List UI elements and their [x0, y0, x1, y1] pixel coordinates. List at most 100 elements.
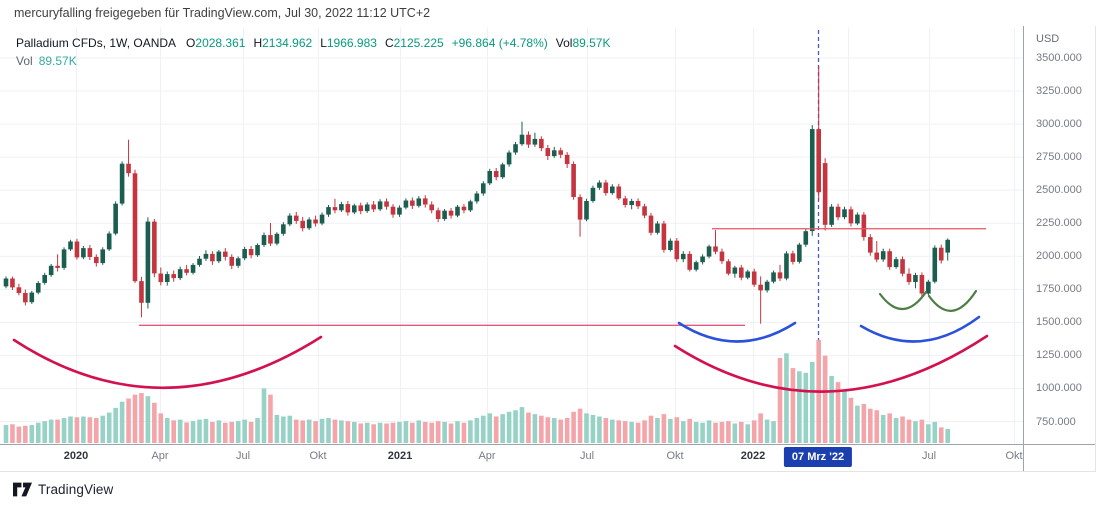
volume-indicator-row[interactable]: Vol 89.57K — [16, 54, 77, 68]
volume-bar — [848, 397, 854, 443]
candle — [526, 131, 531, 148]
candle — [506, 150, 512, 167]
volume-bar — [926, 424, 931, 443]
candle — [906, 268, 912, 285]
candle — [416, 196, 422, 208]
candles-layer — [3, 65, 950, 324]
price-tick-label: 1000.000 — [1036, 382, 1082, 394]
tradingview-logo-icon — [13, 482, 32, 497]
volume-bar — [932, 421, 938, 443]
volume-bar — [835, 382, 841, 443]
candle — [809, 125, 815, 236]
red-arc-right-drawing[interactable] — [673, 334, 989, 393]
candle — [364, 202, 370, 213]
blue-arc-right-drawing[interactable] — [859, 315, 981, 343]
volume-bar — [94, 418, 99, 443]
symbol-legend[interactable]: Palladium CFDs, 1W, OANDA O2028.361 H2134.… — [16, 36, 618, 50]
candle — [777, 264, 783, 282]
volume-bar — [680, 421, 686, 443]
volume-bar — [339, 420, 344, 443]
green-arc-left-drawing[interactable] — [878, 290, 928, 311]
volume-bar — [687, 418, 692, 443]
volume-bar — [648, 415, 654, 443]
candle — [938, 244, 944, 264]
blue-arc-left-drawing[interactable] — [677, 321, 797, 343]
volume-bar — [829, 375, 834, 443]
volume-bar — [429, 422, 434, 443]
candle — [713, 230, 718, 255]
volume-bar — [719, 421, 725, 443]
volume-indicator-label: Vol — [16, 54, 33, 68]
volume-bar — [10, 424, 15, 443]
volume-bar — [377, 422, 383, 443]
volume-bar — [822, 355, 828, 443]
volume-bar — [352, 421, 357, 443]
candle — [790, 250, 796, 265]
volume-bar — [29, 425, 35, 443]
candle — [55, 254, 60, 272]
candle — [751, 268, 757, 287]
volume-bar — [358, 423, 364, 443]
candle — [590, 185, 596, 203]
volume-bar — [306, 419, 312, 443]
volume-bar — [152, 402, 157, 443]
candle — [597, 180, 602, 190]
candle — [668, 238, 673, 252]
red-arc-left-drawing[interactable] — [12, 335, 323, 389]
tradingview-logo[interactable]: TradingView — [13, 481, 113, 498]
candle — [371, 201, 376, 212]
candle — [177, 266, 183, 281]
volume-bar — [23, 425, 28, 443]
volume-bar — [422, 421, 428, 443]
time-tick-label-apr: Apr — [151, 450, 169, 462]
volume-bar — [293, 419, 299, 443]
candle — [468, 199, 473, 212]
price-tick-label: 3250.000 — [1036, 85, 1082, 97]
candle — [255, 243, 260, 257]
volume-bar — [442, 421, 447, 443]
volume-bar — [545, 417, 551, 443]
volume-bar — [397, 421, 402, 443]
volume-bar — [861, 404, 867, 443]
volume-bar — [274, 414, 280, 443]
candle — [390, 204, 396, 218]
price-tick-label: 750.000 — [1036, 416, 1076, 428]
candle — [545, 145, 551, 160]
candle — [803, 229, 809, 247]
candle — [732, 265, 738, 278]
volume-bar — [874, 410, 880, 443]
time-tick-label-apr: Apr — [478, 450, 496, 462]
candle — [745, 269, 751, 280]
candle — [461, 204, 467, 214]
volume-bar — [390, 422, 396, 443]
volume-bar — [255, 418, 260, 443]
candle — [106, 231, 112, 251]
volume-bar — [177, 419, 183, 443]
volume-bar — [435, 421, 441, 443]
candle — [758, 276, 763, 324]
volume-bar — [184, 422, 189, 443]
event-date-badge[interactable]: 07 Mrz '22 — [783, 447, 853, 467]
candle — [442, 209, 447, 221]
volume-bar — [132, 394, 138, 443]
tradingview-logo-text: TradingView — [38, 482, 114, 497]
volume-bar — [764, 419, 770, 443]
candle — [822, 158, 828, 231]
candle — [945, 238, 950, 261]
candle — [145, 217, 151, 309]
candle — [10, 276, 15, 290]
candle — [422, 195, 428, 208]
volume-bar — [145, 396, 151, 443]
green-arc-right-drawing[interactable] — [927, 289, 978, 312]
candle — [184, 264, 189, 276]
candle — [268, 223, 273, 246]
candle — [481, 181, 486, 196]
volume-bar — [693, 421, 699, 443]
volume-bar — [790, 368, 796, 443]
volume-bar — [81, 416, 86, 443]
volume-bar — [777, 357, 783, 443]
volume-bar — [551, 418, 557, 443]
candle — [571, 161, 576, 200]
